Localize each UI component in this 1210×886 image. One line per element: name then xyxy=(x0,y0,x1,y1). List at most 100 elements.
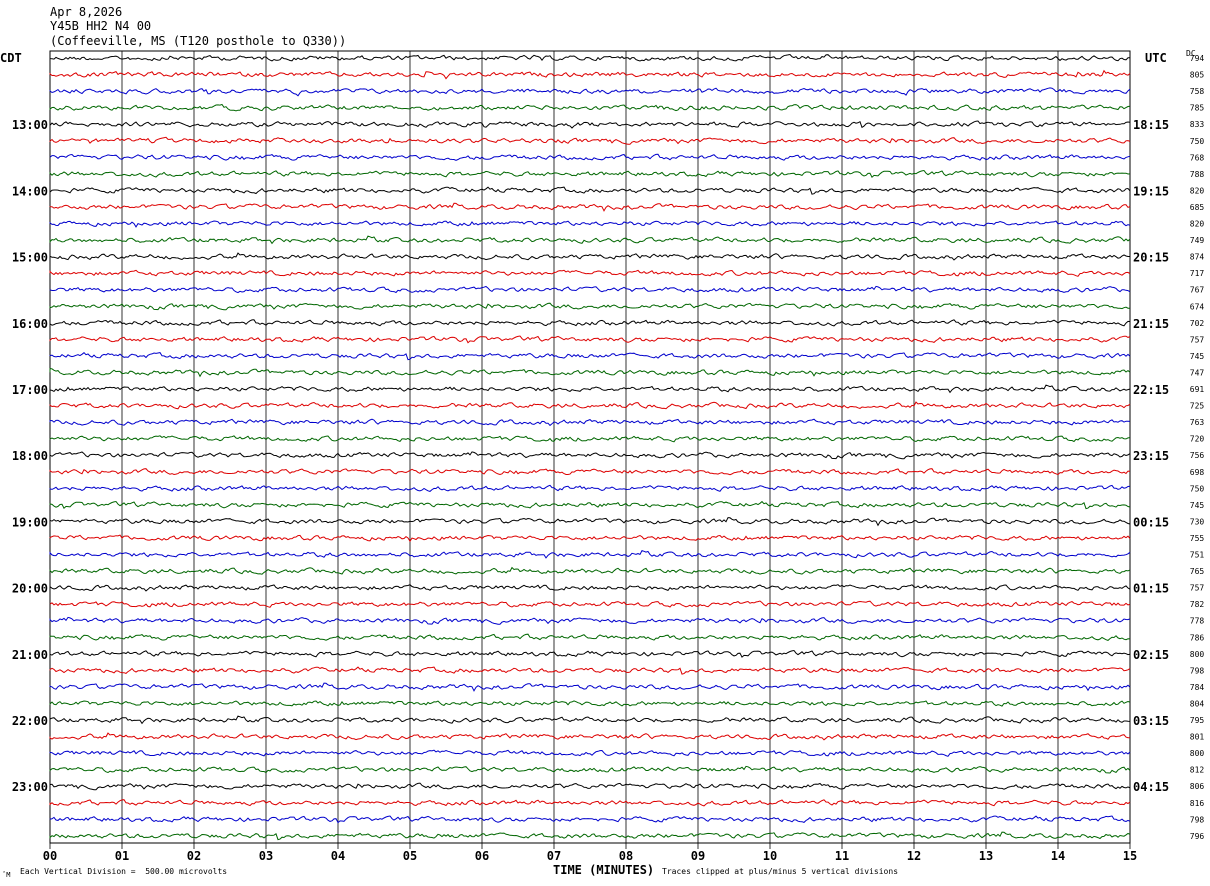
right-hour-label: 22:15 xyxy=(1133,383,1169,397)
dc-offset-value: 778 xyxy=(1190,617,1205,626)
dc-offset-value: 795 xyxy=(1190,716,1205,725)
seismic-trace xyxy=(49,815,1131,824)
right-hour-label: 20:15 xyxy=(1133,251,1169,265)
seismic-trace xyxy=(49,649,1131,658)
dc-offset-value: 794 xyxy=(1190,54,1205,63)
dc-offset-value: 804 xyxy=(1190,699,1205,708)
seismic-trace xyxy=(49,285,1131,294)
seismic-trace xyxy=(49,534,1131,543)
right-timezone-label: UTC xyxy=(1145,51,1167,65)
axis-labels: 00 01 02 03 04 05 06 07 08 09 10 11 12 13 14 15 794 805 75… xyxy=(12,54,1205,863)
right-hour-label: 21:15 xyxy=(1133,317,1169,331)
x-tick-label: 10 xyxy=(763,849,777,863)
dc-offset-value: 767 xyxy=(1190,286,1205,295)
left-hour-label: 16:00 xyxy=(12,317,48,331)
dc-offset-value: 750 xyxy=(1190,137,1205,146)
x-tick-label: 01 xyxy=(115,849,129,863)
seismic-traces xyxy=(49,53,1131,841)
seismic-trace xyxy=(49,715,1131,725)
seismic-trace xyxy=(49,600,1131,608)
dc-offset-value: 796 xyxy=(1190,832,1205,841)
seismic-trace xyxy=(49,87,1131,97)
seismic-trace xyxy=(49,782,1131,791)
seismic-trace xyxy=(49,53,1131,62)
left-hour-label: 21:00 xyxy=(12,648,48,662)
right-hour-label: 19:15 xyxy=(1133,184,1169,198)
seismic-trace xyxy=(49,749,1131,757)
seismic-trace xyxy=(49,799,1131,807)
dc-offset-value: 755 xyxy=(1190,534,1205,543)
seismic-trace xyxy=(49,666,1131,675)
dc-offset-value: 806 xyxy=(1190,782,1205,791)
seismic-trace xyxy=(49,220,1131,228)
right-hour-label: 23:15 xyxy=(1133,449,1169,463)
dc-offset-value: 765 xyxy=(1190,567,1205,576)
seismic-trace xyxy=(49,153,1131,161)
right-hour-label: 02:15 xyxy=(1133,648,1169,662)
seismic-trace xyxy=(49,186,1131,195)
dc-offset-value: 782 xyxy=(1190,600,1205,609)
dc-offset-value: 798 xyxy=(1190,815,1205,824)
dc-offset-value: 788 xyxy=(1190,170,1205,179)
dc-offset-value: 757 xyxy=(1190,584,1205,593)
vertical-scale-note: Each Vertical Division = 500.00 microvol… xyxy=(20,867,228,876)
seismic-trace xyxy=(49,435,1131,443)
seismic-trace xyxy=(49,700,1131,707)
plot-date: Apr 8,2026 xyxy=(50,5,123,19)
dc-offset-value: 745 xyxy=(1190,352,1205,361)
dc-offset-value: 725 xyxy=(1190,402,1205,411)
left-hour-label: 18:00 xyxy=(12,449,48,463)
seismic-trace xyxy=(49,352,1131,361)
seismic-trace xyxy=(49,235,1131,245)
seismic-trace xyxy=(49,384,1131,394)
x-tick-label: 12 xyxy=(907,849,921,863)
dc-offset-header: DC xyxy=(1186,49,1196,58)
dc-offset-value: 812 xyxy=(1190,766,1205,775)
dc-offset-value: 698 xyxy=(1190,468,1205,477)
seismic-trace xyxy=(49,368,1131,378)
station-channel: Y45B HH2 N4 00 xyxy=(50,19,152,33)
footer-mark: ˆM xyxy=(2,871,11,879)
dc-offset-value: 820 xyxy=(1190,220,1205,229)
left-hour-label: 22:00 xyxy=(12,714,48,728)
left-hour-label: 17:00 xyxy=(12,383,48,397)
x-tick-label: 00 xyxy=(43,849,57,863)
seismic-trace xyxy=(49,136,1131,145)
dc-offset-value: 784 xyxy=(1190,683,1205,692)
seismic-trace xyxy=(49,418,1131,427)
seismic-trace xyxy=(49,765,1131,774)
x-tick-label: 08 xyxy=(619,849,633,863)
x-tick-label: 06 xyxy=(475,849,489,863)
seismic-trace xyxy=(49,269,1131,277)
left-timezone-label: CDT xyxy=(0,51,22,65)
dc-offset-value: 749 xyxy=(1190,236,1205,245)
seismic-trace xyxy=(49,302,1131,311)
seismic-trace xyxy=(49,500,1131,510)
minute-grid xyxy=(49,50,1131,849)
station-location: (Coffeeville, MS (T120 posthole to Q330)… xyxy=(50,34,347,48)
dc-offset-value: 720 xyxy=(1190,435,1205,444)
x-tick-label: 03 xyxy=(259,849,273,863)
dc-offset-value: 730 xyxy=(1190,517,1205,526)
dc-offset-value: 757 xyxy=(1190,335,1205,344)
left-hour-label: 13:00 xyxy=(12,118,48,132)
dc-offset-value: 763 xyxy=(1190,418,1205,427)
left-hour-label: 15:00 xyxy=(12,251,48,265)
seismic-trace xyxy=(49,103,1131,112)
right-hour-label: 01:15 xyxy=(1133,582,1169,596)
dc-offset-value: 691 xyxy=(1190,385,1205,394)
seismic-trace xyxy=(49,202,1131,212)
seismic-trace xyxy=(49,616,1131,625)
dc-offset-value: 717 xyxy=(1190,269,1205,278)
right-hour-label: 18:15 xyxy=(1133,118,1169,132)
dc-offset-value: 800 xyxy=(1190,650,1205,659)
seismic-trace xyxy=(49,319,1131,327)
right-hour-label: 03:15 xyxy=(1133,714,1169,728)
x-tick-label: 02 xyxy=(187,849,201,863)
dc-offset-value: 756 xyxy=(1190,451,1205,460)
x-tick-label: 13 xyxy=(979,849,993,863)
dc-offset-value: 747 xyxy=(1190,368,1205,377)
seismic-trace xyxy=(49,484,1131,492)
seismic-trace xyxy=(49,517,1131,527)
